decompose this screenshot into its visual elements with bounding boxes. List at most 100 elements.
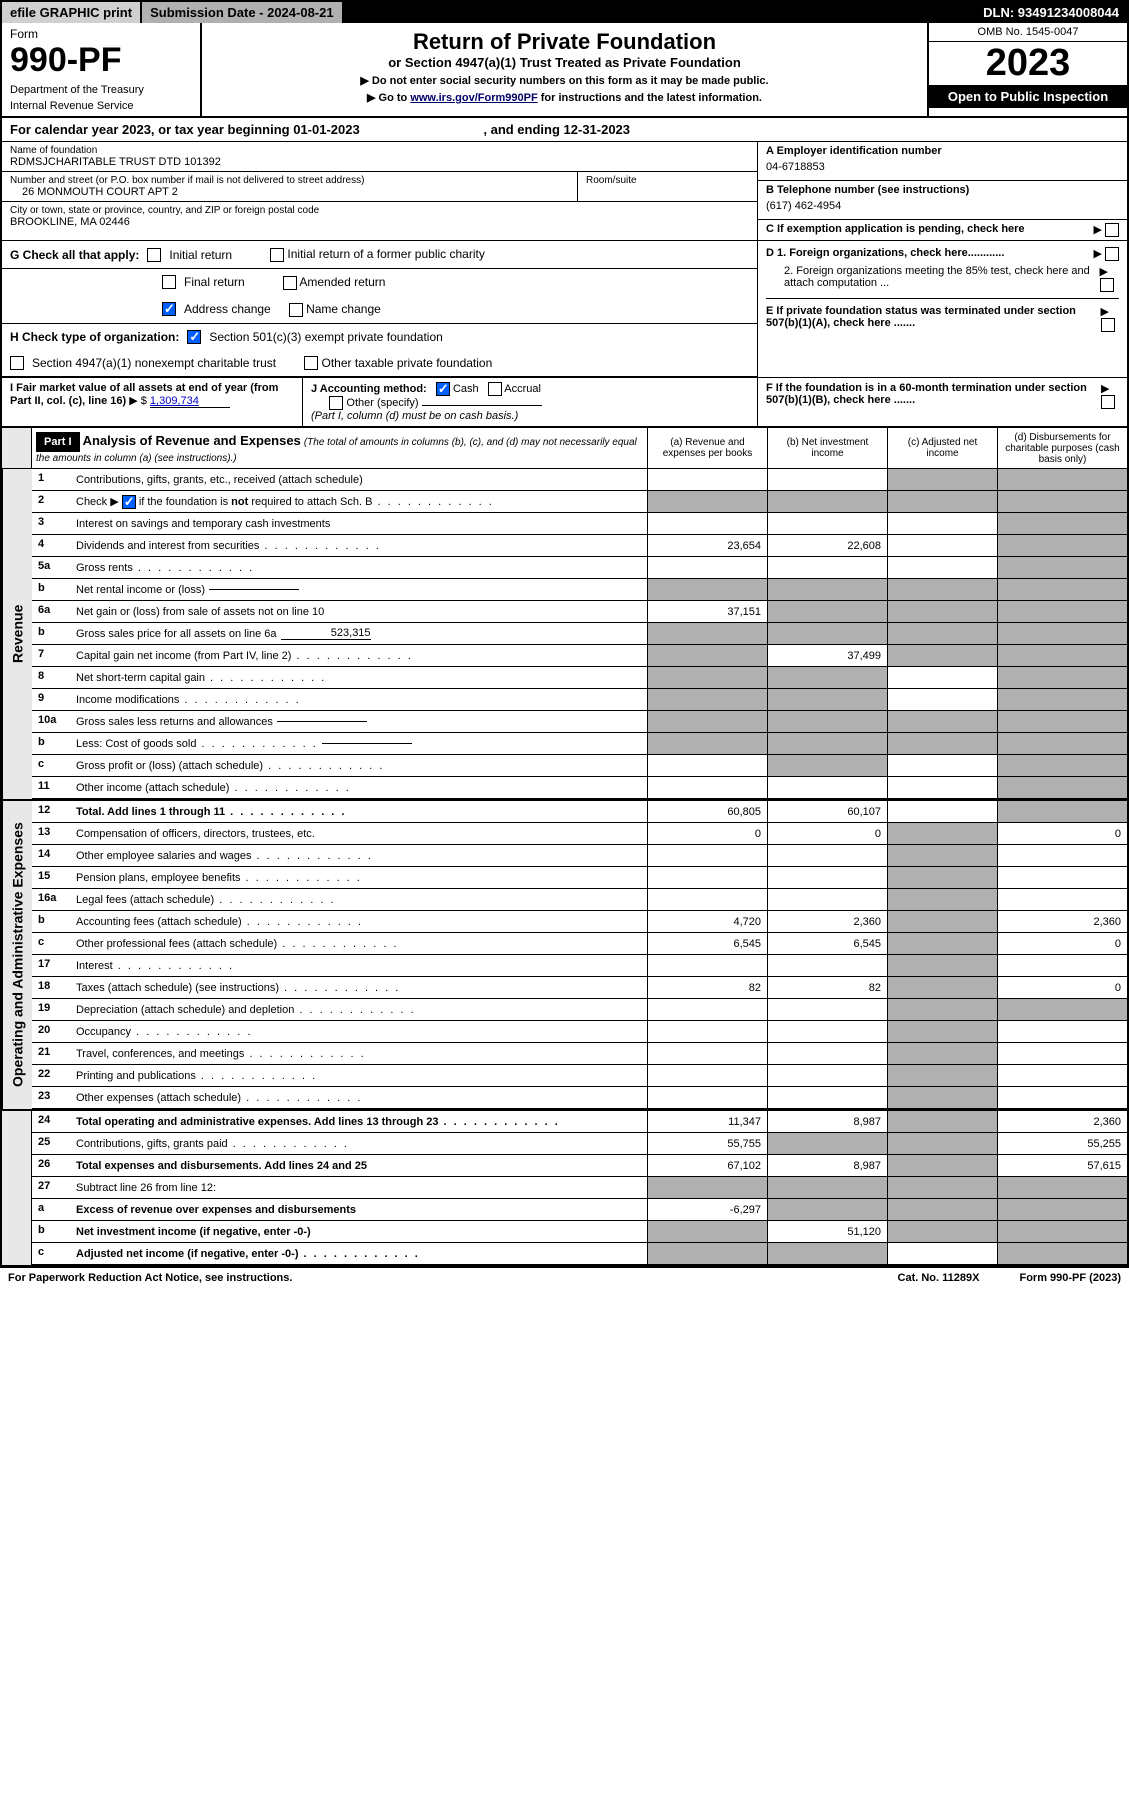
cell: [997, 1065, 1127, 1086]
cell: [997, 667, 1127, 688]
cell: [767, 1243, 887, 1264]
line-25: 25 Contributions, gifts, grants paid 55,…: [32, 1133, 1127, 1155]
j-accrual-cb[interactable]: [488, 382, 502, 396]
ein-row: A Employer identification number 04-6718…: [758, 142, 1127, 181]
cell: [887, 777, 997, 798]
expenses-table: Operating and Administrative Expenses 12…: [2, 799, 1127, 1109]
cell: [647, 755, 767, 776]
h-4947-cb[interactable]: [10, 356, 24, 370]
cell: [887, 601, 997, 622]
f-section: F If the foundation is in a 60-month ter…: [757, 378, 1127, 426]
cell: [767, 1043, 887, 1064]
g-amended-cb[interactable]: [283, 276, 297, 290]
cell: [887, 845, 997, 866]
city-label: City or town, state or province, country…: [10, 205, 319, 216]
line-27: 27 Subtract line 26 from line 12:: [32, 1177, 1127, 1199]
cell: [887, 801, 997, 822]
line-c: c Adjusted net income (if negative, ente…: [32, 1243, 1127, 1265]
phone-row: B Telephone number (see instructions) (6…: [758, 181, 1127, 220]
g-initial-former-cb[interactable]: [270, 248, 284, 262]
cell: 0: [767, 823, 887, 844]
cell: [997, 733, 1127, 754]
line-desc: Net rental income or (loss): [72, 579, 647, 600]
g-address-cb[interactable]: [162, 302, 176, 316]
j-note: (Part I, column (d) must be on cash basi…: [311, 410, 518, 422]
cell: [647, 1043, 767, 1064]
cell: [887, 933, 997, 954]
g-initial-cb[interactable]: [147, 248, 161, 262]
cell: [887, 667, 997, 688]
g-name-cb[interactable]: [289, 303, 303, 317]
line-no: b: [32, 623, 72, 644]
line-no: b: [32, 911, 72, 932]
line-desc: Capital gain net income (from Part IV, l…: [72, 645, 647, 666]
i-value[interactable]: 1,309,734: [150, 395, 230, 408]
line-no: 24: [32, 1111, 72, 1132]
cell: 51,120: [767, 1221, 887, 1242]
cell: [997, 1043, 1127, 1064]
cell: [997, 777, 1127, 798]
g-final-cb[interactable]: [162, 275, 176, 289]
line-no: b: [32, 1221, 72, 1242]
e-cb[interactable]: [1101, 318, 1115, 332]
line-no: c: [32, 1243, 72, 1264]
info-grid: Name of foundation RDMSJCHARITABLE TRUST…: [2, 142, 1127, 241]
j-cash-cb[interactable]: [436, 382, 450, 396]
cell: 4,720: [647, 911, 767, 932]
d1-cb[interactable]: [1105, 247, 1119, 261]
f-cb[interactable]: [1101, 395, 1115, 409]
cell: [887, 579, 997, 600]
h-row: H Check type of organization: Section 50…: [2, 324, 757, 350]
line-no: 20: [32, 1021, 72, 1042]
line-8: 8 Net short-term capital gain: [32, 667, 1127, 689]
cell: [767, 777, 887, 798]
cell: [647, 1087, 767, 1108]
line-desc: Legal fees (attach schedule): [72, 889, 647, 910]
form990pf-link[interactable]: www.irs.gov/Form990PF: [410, 92, 537, 104]
line-desc: Contributions, gifts, grants, etc., rece…: [72, 469, 647, 490]
d1: D 1. Foreign organizations, check here..…: [766, 247, 1004, 261]
cell: [997, 645, 1127, 666]
cell: [647, 1243, 767, 1264]
c-checkbox[interactable]: [1105, 223, 1119, 237]
line-no: 12: [32, 801, 72, 822]
ein-label: A Employer identification number: [766, 145, 1119, 157]
h-501c3-cb[interactable]: [187, 330, 201, 344]
cell: [647, 711, 767, 732]
cell: 37,499: [767, 645, 887, 666]
line-no: 6a: [32, 601, 72, 622]
h-other: Other taxable private foundation: [321, 356, 492, 370]
cell: [767, 1177, 887, 1198]
cell: [887, 689, 997, 710]
schb-cb[interactable]: [122, 495, 136, 509]
line-no: b: [32, 579, 72, 600]
line-no: 15: [32, 867, 72, 888]
line-no: 27: [32, 1177, 72, 1198]
line-desc: Taxes (attach schedule) (see instruction…: [72, 977, 647, 998]
cell: [887, 955, 997, 976]
cell: [767, 999, 887, 1020]
j-other-cb[interactable]: [329, 396, 343, 410]
line-no: 21: [32, 1043, 72, 1064]
line-desc: Interest on savings and temporary cash i…: [72, 513, 647, 534]
j-other-input[interactable]: [422, 405, 542, 406]
cell: [767, 1087, 887, 1108]
line-desc: Subtract line 26 from line 12:: [72, 1177, 647, 1198]
cell: [887, 823, 997, 844]
line-no: b: [32, 733, 72, 754]
cell: [767, 1065, 887, 1086]
cell: [887, 623, 997, 644]
line-4: 4 Dividends and interest from securities…: [32, 535, 1127, 557]
line-no: 4: [32, 535, 72, 556]
cell: [647, 733, 767, 754]
line-22: 22 Printing and publications: [32, 1065, 1127, 1087]
line-no: c: [32, 755, 72, 776]
name-label: Name of foundation: [10, 145, 749, 156]
col-a-hdr: (a) Revenue and expenses per books: [647, 428, 767, 468]
expenses-body: 12 Total. Add lines 1 through 11 60,8056…: [32, 801, 1127, 1109]
cell: [887, 911, 997, 932]
h-other-cb[interactable]: [304, 356, 318, 370]
cell: 67,102: [647, 1155, 767, 1176]
cell: [887, 535, 997, 556]
d2-cb[interactable]: [1100, 278, 1114, 292]
